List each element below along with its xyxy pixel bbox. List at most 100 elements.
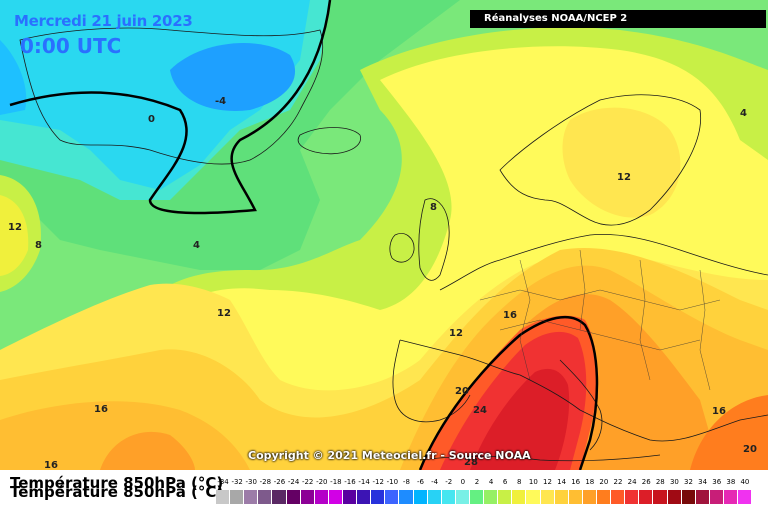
color-scale-label: -2 (445, 478, 453, 486)
color-scale-cell (328, 490, 343, 504)
copyright-text: Copyright © 2021 Meteociel.fr - Source N… (248, 449, 531, 462)
color-scale-label: 18 (585, 478, 595, 486)
contour-label: 20 (455, 386, 469, 397)
color-scale-label: 12 (543, 478, 552, 486)
coast-iberia (392, 339, 471, 423)
color-scale-cell (357, 490, 372, 504)
band-se-warm (690, 395, 768, 470)
color-scale-label: 16 (571, 478, 581, 486)
color-scale-cell (286, 490, 301, 504)
color-scale-label: 6 (502, 478, 508, 486)
isotherm-lines (9, 0, 599, 470)
color-scale-label: -20 (316, 478, 328, 486)
color-scale-label: -30 (245, 478, 257, 486)
color-scale-cell (554, 490, 569, 504)
color-scale-cell (653, 490, 668, 504)
color-scale-label: 32 (684, 478, 693, 486)
color-scale-cell (399, 490, 414, 504)
color-scale-label: -4 (431, 478, 439, 486)
contour-label: 16 (503, 310, 517, 321)
color-scale-cell (371, 490, 386, 504)
color-scale-label: 14 (557, 478, 567, 486)
color-scale-label: 40 (740, 478, 750, 486)
color-scale-cell (244, 490, 259, 504)
color-scale-label: 0 (460, 478, 466, 486)
color-scale-label: -6 (417, 478, 425, 486)
contour-label: 28 (464, 457, 478, 468)
color-scale-label: 10 (528, 478, 538, 486)
color-scale-label: -28 (259, 478, 272, 486)
map-canvas: -4 0 4 4 8 8 12 12 12 12 16 16 16 16 20 … (0, 0, 768, 470)
color-scale-cell (639, 490, 654, 504)
coast-italy (559, 359, 603, 451)
color-scale-cell (738, 490, 753, 504)
color-scale-cell (540, 490, 555, 504)
color-scale-label: 2 (474, 478, 480, 486)
contour-label: 16 (44, 460, 58, 470)
color-scale-label: 30 (669, 478, 679, 486)
left-warm-core (0, 195, 29, 276)
color-scale-cell (498, 490, 513, 504)
color-scale-cell (216, 490, 231, 504)
color-scale-cell (413, 490, 428, 504)
color-scale-cell (455, 490, 470, 504)
coast-greenland (19, 27, 324, 165)
color-scale-cell (314, 490, 329, 504)
coast-africa (419, 454, 661, 462)
band-24-26 (470, 368, 570, 470)
coast-iceland (297, 127, 361, 155)
color-scale-label: 24 (627, 478, 637, 486)
color-scale-label: -24 (287, 478, 300, 486)
color-scale-label: 26 (641, 478, 651, 486)
color-scale-label: -26 (273, 478, 286, 486)
color-scale-label: 34 (698, 478, 708, 486)
color-scale-cell (272, 490, 287, 504)
contour-label: 16 (94, 404, 108, 415)
color-scale-label: 20 (599, 478, 609, 486)
legend-area: Température 850hPa (°C) Température 850h… (0, 470, 768, 512)
contour-label: 4 (740, 108, 747, 119)
color-scale-cell (230, 490, 245, 504)
isotherm-20 (418, 315, 599, 470)
contour-label: 12 (217, 308, 231, 319)
color-scale-cell (723, 490, 739, 504)
contour-label: 20 (743, 444, 757, 455)
color-scale-label: -18 (330, 478, 342, 486)
band-sw-warm (100, 431, 195, 470)
contour-label: 12 (449, 328, 463, 339)
contour-labels: -4 0 4 4 8 8 12 12 12 12 16 16 16 16 20 … (8, 96, 757, 470)
coastlines (19, 27, 768, 462)
color-scale-label: 4 (488, 478, 494, 486)
contour-label: 16 (712, 406, 726, 417)
contour-label: 0 (148, 114, 155, 125)
contour-label: 12 (8, 222, 22, 233)
isotherm-0 (9, 0, 332, 215)
color-scale-cell (625, 490, 640, 504)
color-scale-cell (667, 490, 682, 504)
scandinavia-warm (562, 107, 681, 218)
color-scale-label: -14 (358, 478, 370, 486)
color-scale-labels: -34 -32 -30 -28 -26 -24 -22 -20 -18 -16 -14 -12 -10-… (216, 478, 752, 488)
contour-label: 4 (193, 240, 200, 251)
color-scale-bar (216, 490, 753, 504)
color-scale-cell (427, 490, 442, 504)
coast-north-europe (439, 234, 768, 291)
map-time: 0:00 UTC (20, 34, 122, 58)
map-date: Mercredi 21 juin 2023 (14, 12, 193, 30)
color-scale-cell (681, 490, 696, 504)
color-scale-label: -34 (217, 478, 229, 486)
color-scale-cell (596, 490, 612, 504)
coast-scandinavia (499, 94, 702, 226)
color-scale-cell (709, 490, 724, 504)
legend-title: Température 850hPa (°C) (10, 474, 224, 492)
color-scale-cell (512, 490, 527, 504)
contour-label: 8 (35, 240, 42, 251)
source-label: Réanalyses NOAA/NCEP 2 (470, 10, 766, 28)
contour-label: 8 (430, 202, 437, 213)
color-scale-cell (526, 490, 541, 504)
color-scale-cell (300, 490, 315, 504)
color-scale-cell (695, 490, 710, 504)
color-scale-label: -32 (231, 478, 243, 486)
color-scale-cell (385, 490, 400, 504)
color-scale-cell (484, 490, 499, 504)
